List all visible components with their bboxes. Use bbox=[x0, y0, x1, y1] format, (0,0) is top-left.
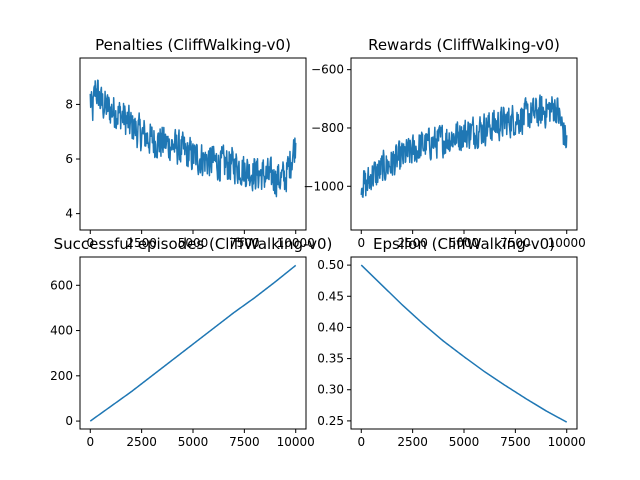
x-tick-label: 5000 bbox=[449, 435, 480, 449]
y-tick-label: 6 bbox=[65, 152, 73, 166]
y-tick-label: 0.30 bbox=[317, 383, 344, 397]
x-tick-label: 10000 bbox=[548, 435, 586, 449]
x-tick-label: 0 bbox=[357, 435, 365, 449]
x-tick-label: 7500 bbox=[229, 236, 260, 250]
y-tick-label: 400 bbox=[50, 324, 73, 338]
series-line-rewards bbox=[360, 94, 568, 198]
series-line-successful-episodes bbox=[89, 264, 297, 422]
y-tick-label: 0.45 bbox=[317, 289, 344, 303]
x-tick-label: 7500 bbox=[500, 236, 531, 250]
y-tick-label: 0.40 bbox=[317, 320, 344, 334]
chart-penalties: 0 2500 5000 7500 10000 4 6 8 Penalties (CliffWal… bbox=[65, 36, 314, 250]
x-tick-label: 10000 bbox=[548, 236, 586, 250]
x-tick-label: 5000 bbox=[178, 236, 209, 250]
x-tick-label: 7500 bbox=[500, 435, 531, 449]
y-tick-label: −800 bbox=[311, 121, 344, 135]
y-tick-label: 4 bbox=[65, 207, 73, 221]
x-tick-label: 2500 bbox=[397, 236, 428, 250]
y-tick-label: −600 bbox=[311, 63, 344, 77]
chart-successful-episodes: 0 2500 5000 7500 10000 0 200 400 600 Successful e… bbox=[50, 235, 332, 449]
chart-title-rewards: Rewards (CliffWalking-v0) bbox=[368, 36, 560, 54]
x-tick-label: 0 bbox=[86, 435, 94, 449]
x-tick-label: 0 bbox=[357, 236, 365, 250]
axes-frame bbox=[79, 256, 307, 430]
chart-rewards: 0 2500 5000 7500 10000 −1000 −800 −600 Rewards (… bbox=[303, 36, 585, 250]
y-tick-label: 0 bbox=[65, 414, 73, 428]
x-tick-label: 2500 bbox=[126, 236, 157, 250]
chart-title-successful-episodes: Successful episodes (CliffWalking-v0) bbox=[54, 235, 333, 253]
series-line-epsilon bbox=[360, 264, 568, 423]
x-tick-label: 7500 bbox=[229, 435, 260, 449]
series-line-penalties bbox=[89, 79, 297, 198]
x-tick-label: 0 bbox=[86, 236, 94, 250]
x-tick-label: 5000 bbox=[449, 236, 480, 250]
chart-title-epsilon: Epsilon (CliffWalking-v0) bbox=[373, 235, 555, 253]
x-tick-label: 10000 bbox=[277, 435, 315, 449]
x-tick-label: 2500 bbox=[126, 435, 157, 449]
y-tick-label: −1000 bbox=[303, 179, 344, 193]
y-tick-label: 0.35 bbox=[317, 352, 344, 366]
chart-epsilon: 0 2500 5000 7500 10000 0.25 0.30 0.35 0.40 0.45 0.… bbox=[317, 235, 586, 449]
axes-frame bbox=[350, 256, 578, 430]
chart-title-penalties: Penalties (CliffWalking-v0) bbox=[95, 36, 291, 54]
y-tick-label: 8 bbox=[65, 97, 73, 111]
y-tick-label: 0.50 bbox=[317, 258, 344, 272]
y-tick-label: 0.25 bbox=[317, 414, 344, 428]
x-tick-label: 10000 bbox=[277, 236, 315, 250]
y-tick-label: 600 bbox=[50, 278, 73, 292]
x-tick-label: 5000 bbox=[178, 435, 209, 449]
y-tick-label: 200 bbox=[50, 369, 73, 383]
x-tick-label: 2500 bbox=[397, 435, 428, 449]
